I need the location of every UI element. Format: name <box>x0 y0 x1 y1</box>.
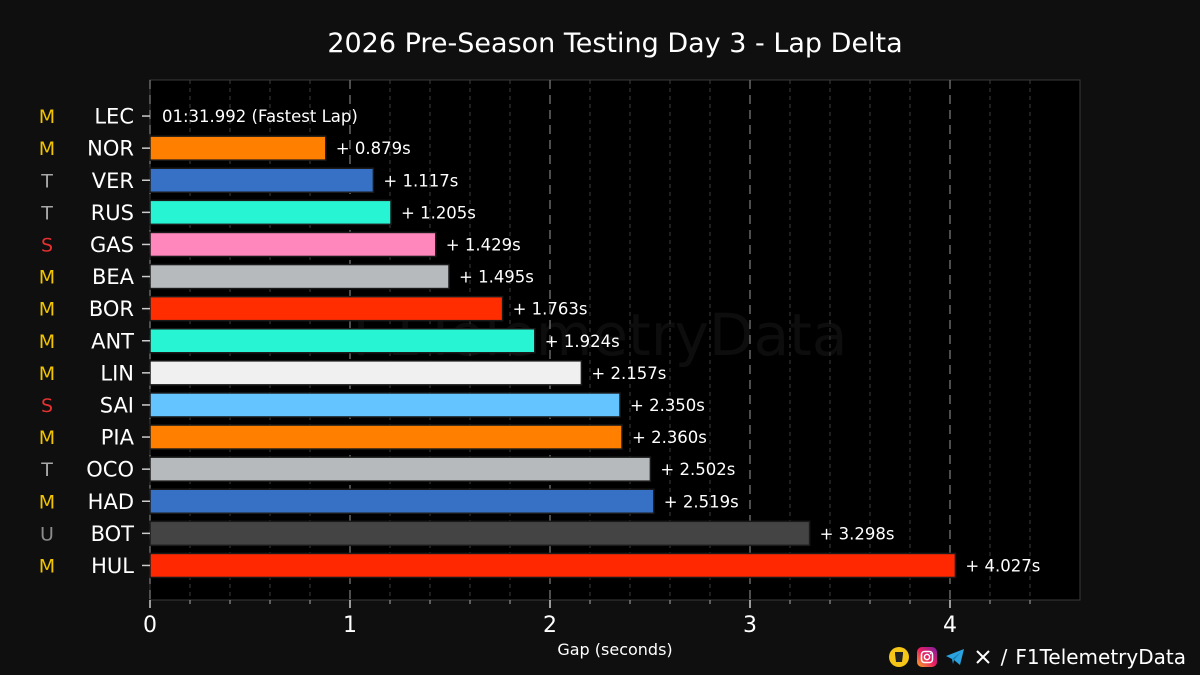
bar-bor <box>149 295 504 322</box>
data-label: + 2.350s <box>630 396 705 415</box>
driver-label: PIA <box>101 426 135 450</box>
data-label: + 1.924s <box>545 332 620 351</box>
bar-had <box>149 488 655 514</box>
driver-label: LIN <box>100 361 134 385</box>
bar-bea <box>149 263 450 290</box>
data-label: + 2.360s <box>632 428 707 447</box>
x-tick-label: 3 <box>743 613 757 638</box>
tyre-compound-label: M <box>39 106 55 128</box>
bar-ver <box>149 167 375 193</box>
tyre-compound-label: T <box>40 459 53 481</box>
data-label: + 1.495s <box>459 268 534 287</box>
tyre-compound-label: T <box>40 202 53 224</box>
x-tick-label: 2 <box>543 613 557 638</box>
tyre-compound-label: S <box>41 395 53 417</box>
bar-oco <box>149 456 652 482</box>
chart-title: 2026 Pre-Season Testing Day 3 - Lap Delt… <box>327 28 903 59</box>
driver-label: BEA <box>92 265 135 289</box>
driver-label: BOT <box>91 522 135 546</box>
bar-gas <box>149 231 437 258</box>
data-label: + 2.502s <box>660 460 735 479</box>
driver-label: LEC <box>94 105 134 129</box>
bar-pia <box>149 424 623 450</box>
data-label: 01:31.992 (Fastest Lap) <box>162 107 358 126</box>
handle-text: F1TelemetryData <box>1015 645 1186 669</box>
driver-label: ANT <box>91 329 134 353</box>
data-label: + 3.298s <box>820 524 895 543</box>
bar-bot <box>149 520 811 547</box>
bar-rus <box>149 199 392 226</box>
x-axis-label: Gap (seconds) <box>557 640 673 659</box>
driver-label: HUL <box>91 554 134 578</box>
driver-label: VER <box>92 169 134 193</box>
data-label: + 1.205s <box>401 203 476 222</box>
handle-prefix: / <box>1000 645 1008 669</box>
tyre-compound-label: U <box>40 523 54 545</box>
tyre-compound-label: M <box>39 267 55 289</box>
driver-label: RUS <box>91 201 134 225</box>
driver-label: BOR <box>89 297 134 321</box>
footer: / F1TelemetryData <box>888 644 1186 670</box>
driver-label: OCO <box>86 458 134 482</box>
tyre-compound-label: M <box>39 491 55 513</box>
x-tick-label: 4 <box>943 613 957 638</box>
x-tick-label: 0 <box>143 613 157 638</box>
data-label: + 1.117s <box>383 171 458 190</box>
x-tick-label: 1 <box>343 613 357 638</box>
instagram-icon[interactable] <box>916 647 937 667</box>
bar-nor <box>149 135 327 161</box>
driver-label: HAD <box>88 490 134 514</box>
data-label: + 2.519s <box>664 492 739 511</box>
data-label: + 4.027s <box>965 556 1040 575</box>
data-label: + 2.157s <box>591 364 666 383</box>
tyre-compound-label: M <box>39 138 55 160</box>
driver-label: NOR <box>87 137 134 161</box>
tyre-compound-label: M <box>39 331 55 353</box>
data-label: + 1.763s <box>513 300 588 319</box>
x-icon[interactable] <box>973 647 993 667</box>
bar-hul <box>149 552 957 579</box>
tyre-compound-label: M <box>39 555 55 577</box>
coffee-icon[interactable] <box>888 647 909 667</box>
bar-lin <box>149 360 583 386</box>
tyre-compound-label: M <box>39 427 55 449</box>
driver-label: GAS <box>90 233 134 257</box>
tyre-compound-label: S <box>41 234 53 256</box>
data-label: + 1.429s <box>446 235 521 254</box>
data-label: + 0.879s <box>336 139 411 158</box>
tyre-compound-label: M <box>39 299 55 321</box>
bar-ant <box>149 328 536 354</box>
tyre-compound-label: T <box>40 170 53 192</box>
tyre-compound-label: M <box>39 363 55 385</box>
bar-sai <box>149 392 621 418</box>
driver-label: SAI <box>100 393 134 417</box>
telegram-icon[interactable] <box>945 647 965 667</box>
